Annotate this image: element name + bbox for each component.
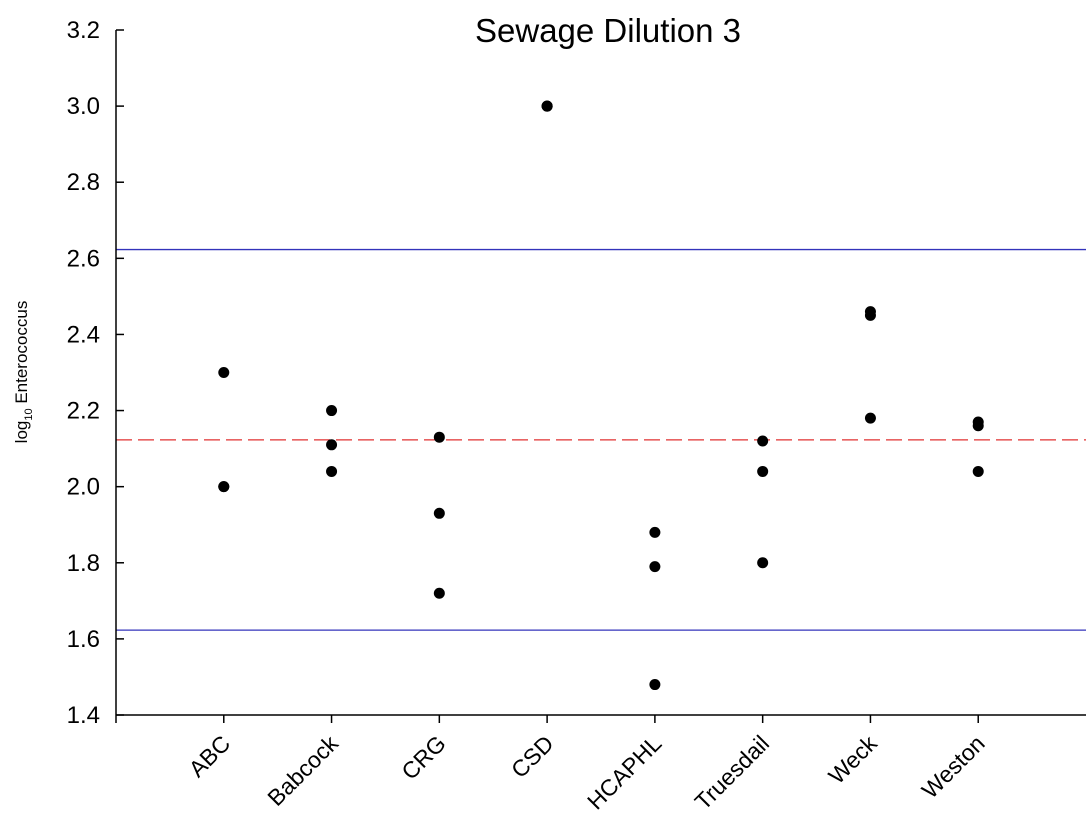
data-point xyxy=(433,507,445,519)
x-tick-label: Babcock xyxy=(262,730,343,811)
data-point xyxy=(649,679,661,691)
svg-text:log10 Enterococcus: log10 Enterococcus xyxy=(12,301,35,444)
y-tick-label: 2.8 xyxy=(67,169,100,196)
data-point xyxy=(649,561,661,573)
y-tick-label: 2.4 xyxy=(67,321,100,348)
data-point xyxy=(864,309,876,321)
y-tick-label: 2.6 xyxy=(67,245,100,272)
x-tick-label: Weston xyxy=(917,730,990,803)
data-point xyxy=(326,439,338,451)
data-point xyxy=(433,587,445,599)
x-tick-label: CSD xyxy=(506,730,559,783)
reference-lines xyxy=(116,248,1086,631)
y-tick-label: 1.6 xyxy=(67,626,100,653)
axes: 1.4 1.6 1.8 2.0 2.2 2.4 2.6 2.8 3.0 3.2 ABC Babcock… xyxy=(67,17,1086,815)
y-tick-label: 3.0 xyxy=(67,93,100,120)
data-point xyxy=(972,420,984,432)
chart-title: Sewage Dilution 3 xyxy=(475,12,741,49)
data-point xyxy=(864,412,876,424)
data-point xyxy=(541,100,553,112)
x-tick-label: Truesdail xyxy=(690,730,775,815)
y-tick-label: 2.2 xyxy=(67,398,100,425)
x-tick-label: ABC xyxy=(183,730,235,782)
y-axis-label-prefix: log xyxy=(12,421,31,444)
data-point xyxy=(218,481,230,493)
data-points xyxy=(218,100,984,691)
data-point xyxy=(326,405,338,417)
data-point xyxy=(757,465,769,477)
y-axis-label: log10 Enterococcus xyxy=(12,301,35,444)
data-point xyxy=(972,465,984,477)
data-point xyxy=(649,526,661,538)
data-point xyxy=(326,465,338,477)
x-tick-label: CRG xyxy=(396,730,451,785)
data-point xyxy=(757,435,769,447)
data-point xyxy=(218,367,230,378)
y-tick-label: 2.0 xyxy=(67,474,100,501)
y-axis-label-subscript: 10 xyxy=(23,408,35,420)
x-tick-label: HCAPHL xyxy=(582,730,667,815)
data-point xyxy=(757,557,769,569)
x-tick-label: Weck xyxy=(823,730,882,789)
y-tick-label: 3.2 xyxy=(67,17,100,44)
y-tick-label: 1.4 xyxy=(67,702,100,729)
y-tick-label: 1.8 xyxy=(67,550,100,577)
y-axis-label-suffix: Enterococcus xyxy=(12,301,31,409)
data-point xyxy=(433,431,445,443)
